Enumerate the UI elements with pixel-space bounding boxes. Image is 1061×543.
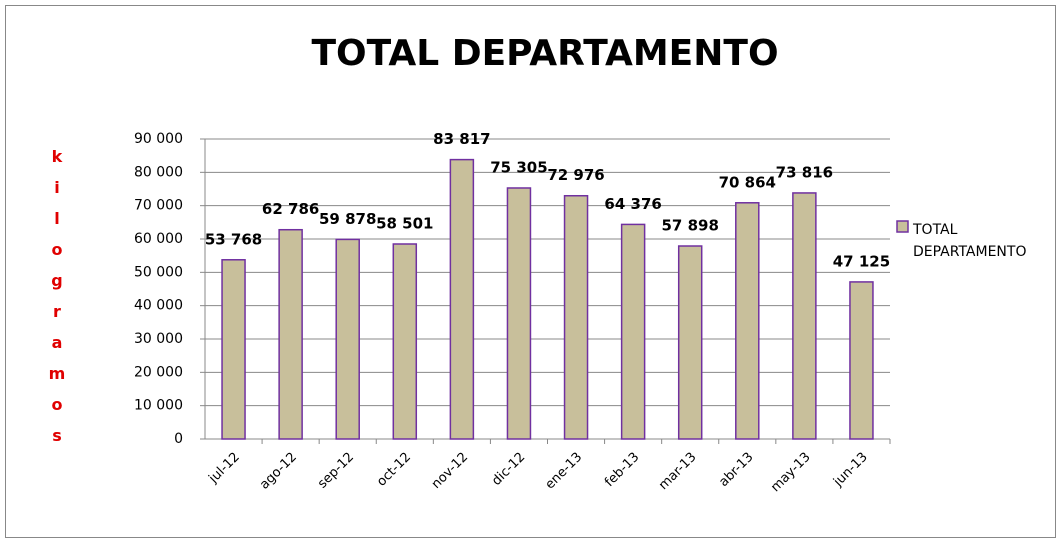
bar [735,202,760,440]
bar [278,228,303,440]
data-label: 64 376 [604,195,661,213]
y-tick-label: 0 [174,431,183,447]
y-axis-label: kilogramos [48,147,67,457]
y-tick-label: 50 000 [134,264,183,280]
data-label: 75 305 [490,158,547,176]
y-tick-label: 80 000 [134,164,183,180]
y-tick-label: 30 000 [134,331,183,347]
bar [335,238,360,440]
data-label: 58 501 [376,214,433,232]
legend-label: TOTAL DEPARTAMENTO [913,222,1027,260]
data-label: 59 878 [319,210,376,228]
bar [392,243,418,440]
bar [449,158,475,440]
y-tick-label: 10 000 [134,398,183,414]
y-tick-label: 70 000 [134,198,183,214]
legend-swatch [896,220,909,233]
chart-title: TOTAL DEPARTAMENTO [311,33,778,74]
data-label: 47 125 [833,252,890,270]
bar [677,245,703,440]
data-label: 72 976 [547,166,604,184]
y-tick-label: 60 000 [134,231,183,247]
data-label: 57 898 [661,217,718,235]
data-label: 70 864 [719,173,776,191]
data-label: 62 786 [262,200,319,218]
y-tick-label: 40 000 [134,298,183,314]
y-tick-label: 90 000 [134,131,183,147]
bar [563,194,589,440]
bar [506,187,532,440]
y-tick-label: 20 000 [134,364,183,380]
data-label: 53 768 [205,230,262,248]
data-label: 73 816 [776,163,833,181]
bar [849,281,874,440]
bar [792,192,817,440]
bar [221,259,246,440]
bar [620,223,646,440]
data-label: 83 817 [433,130,490,148]
